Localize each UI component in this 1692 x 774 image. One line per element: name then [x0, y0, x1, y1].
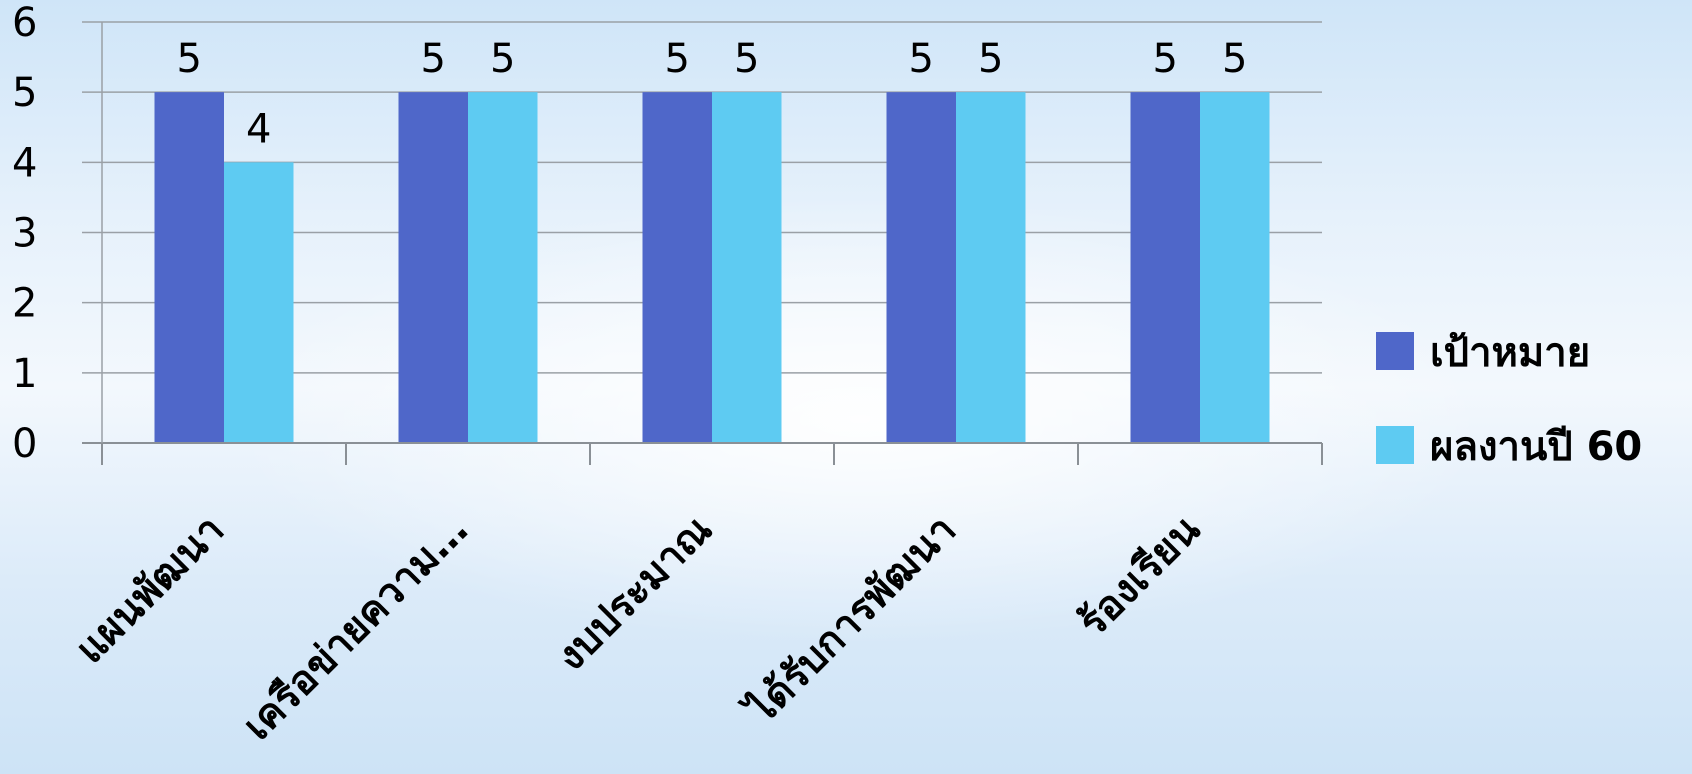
data-label: 5	[978, 36, 1003, 82]
legend-label: เป้าหมาย	[1430, 330, 1590, 376]
legend-label: ผลงานปี 60	[1430, 424, 1642, 470]
bar	[1200, 92, 1270, 444]
data-label: 5	[1153, 36, 1178, 82]
y-tick-label: 3	[12, 211, 37, 257]
y-tick-label: 2	[12, 281, 37, 327]
y-tick-label: 4	[12, 140, 37, 186]
y-tick-label: 0	[12, 421, 37, 467]
x-category-label: ได้รับการพัฒนา	[736, 506, 965, 735]
x-category-label: แผนพัฒนา	[67, 507, 233, 673]
bar	[468, 92, 538, 444]
y-axis-ticks: 0 1 2 3 4 5 6	[12, 0, 37, 467]
bar	[886, 92, 956, 444]
x-category-label: เครือข่ายความ…	[234, 507, 477, 750]
bar	[712, 92, 782, 444]
x-category-label: งบประมาณ	[548, 507, 721, 680]
legend-swatch	[1376, 332, 1414, 370]
data-label: 4	[246, 106, 271, 152]
bar	[154, 92, 224, 444]
x-axis	[82, 22, 1323, 465]
data-label: 5	[734, 36, 759, 82]
data-label: 5	[665, 36, 690, 82]
data-label: 5	[490, 36, 515, 82]
x-category-label: ร้องเรียน	[1070, 507, 1209, 646]
bar	[1130, 92, 1200, 444]
y-tick-label: 5	[12, 70, 37, 116]
y-tick-label: 6	[12, 0, 37, 46]
data-labels: 545 5 5 5 5 5 5 5	[177, 36, 1248, 152]
x-axis-categories: แผนพัฒนา เครือข่ายความ… งบประมาณ ได้รับการพ…	[67, 506, 1209, 749]
bar	[956, 92, 1026, 444]
bars	[154, 92, 1270, 444]
data-label: 5	[1222, 36, 1247, 82]
y-tick-label: 1	[12, 351, 37, 397]
bar	[642, 92, 712, 444]
bar	[224, 162, 294, 444]
data-label: 5	[421, 36, 446, 82]
data-label: 5	[909, 36, 934, 82]
bar	[398, 92, 468, 444]
legend-swatch	[1376, 426, 1414, 464]
data-label: 5	[177, 36, 202, 82]
